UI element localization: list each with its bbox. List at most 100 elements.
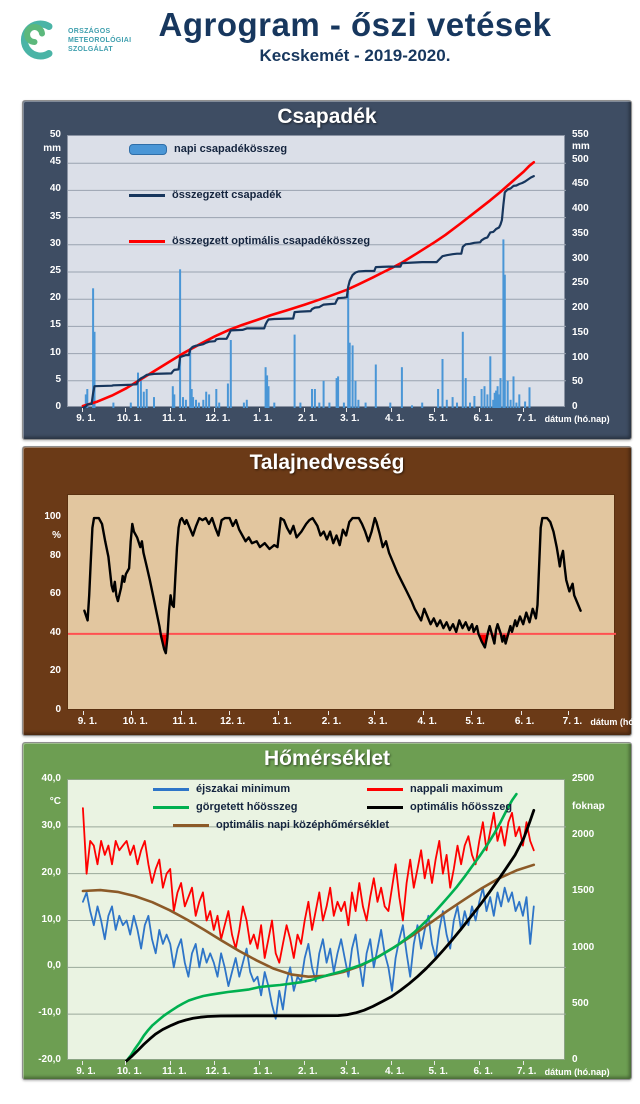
plot-area-csapadek (67, 135, 566, 410)
x-axis-tick: 12. 1. (205, 413, 231, 424)
legend-swatch (153, 805, 189, 809)
panel-title-talajnedvesseg: Talajnedvesség (249, 451, 405, 474)
y-axis-tick-right: 250 (572, 277, 589, 289)
series-line (83, 516, 582, 655)
x-tick-mark (258, 408, 260, 412)
legend-swatch (173, 823, 209, 827)
x-tick-mark (568, 711, 570, 715)
y-axis-tick-right: 350 (572, 227, 589, 239)
y-axis-tick-left: 0 (55, 704, 61, 715)
y-axis-tick-right: 500 (572, 997, 589, 1009)
series-line (81, 886, 535, 1020)
x-axis-tick: 9. 1. (76, 1066, 96, 1077)
x-tick-mark (180, 711, 182, 715)
plot-area-talajnedvesseg (67, 494, 616, 710)
legend-item-4: optimális hőösszeg (367, 801, 512, 813)
y-axis-tick-right: 50 (572, 376, 584, 388)
legend-swatch (129, 143, 167, 155)
y-axis-tick-left: 10,0 (41, 913, 61, 925)
x-axis-tick: 4. 1. (417, 716, 437, 727)
y-axis-tick-left: 15 (49, 319, 61, 331)
legend-label: összegzett csapadék (172, 189, 282, 201)
legend-item-3: görgetett hőösszeg (153, 801, 297, 813)
x-axis-tick: 7. 1. (516, 413, 537, 424)
series-line (81, 174, 535, 410)
x-axis-tick: 6. 1. (473, 413, 493, 424)
x-tick-mark (479, 1061, 481, 1065)
legend-label: napi csapadékösszeg (174, 143, 288, 155)
x-tick-mark (258, 1061, 260, 1065)
x-tick-mark (423, 711, 425, 715)
x-tick-mark (213, 408, 215, 412)
omsz-logo: ORSZÁGOS METEOROLÓGIAI SZOLGÁLAT (18, 18, 131, 62)
x-axis-tick: 9. 1. (76, 413, 96, 424)
panel-homerseklet: Hőmérséklet 40,0 30,0 20,0 10,0 0,0 -10,0 -20,… (22, 742, 632, 1080)
y-axis-tick-right: 1000 (572, 941, 595, 953)
x-axis-title: dátum (hó.nap) (544, 1067, 610, 1077)
x-axis-tick: 11. 1. (162, 1066, 187, 1077)
x-axis-title: dátum (hó.nap) (544, 414, 610, 424)
x-axis-tick: 5. 1. (465, 716, 485, 727)
x-tick-mark (81, 408, 83, 412)
y-axis-tick-left: 30,0 (41, 819, 61, 831)
x-axis-tick: 1. 1. (253, 1066, 273, 1077)
series-line (81, 160, 536, 408)
bars-csapadek (84, 239, 531, 408)
x-tick-mark (303, 408, 305, 412)
x-tick-mark (345, 408, 347, 412)
y-axis-tick-right: 0 (572, 1054, 578, 1065)
x-tick-mark (125, 1061, 127, 1065)
y-axis-tick-right: 2000 (572, 829, 595, 841)
y-axis-tick-left: 30 (49, 237, 61, 249)
x-tick-mark (170, 1061, 172, 1065)
x-axis-tick: 3. 1. (368, 716, 388, 727)
y-axis-tick-right: 2500 (572, 773, 595, 784)
x-tick-mark (228, 711, 230, 715)
legend-label: éjszakai minimum (196, 783, 291, 795)
y-axis-tick-left: 40 (49, 626, 61, 638)
legend-swatch (129, 193, 165, 197)
chart-svg-homerseklet (68, 792, 566, 1063)
y-axis-tick-right: 550 (572, 129, 589, 140)
y-axis-tick-left: 50 (49, 129, 61, 140)
x-axis-tick: 2. 1. (298, 1066, 318, 1077)
y-axis-tick-left: 20,0 (41, 866, 61, 878)
y-axis-tick-right: 1500 (572, 885, 595, 897)
x-axis-tick: 12. 1. (205, 1066, 231, 1077)
y-axis-tick-left: 40 (49, 183, 61, 195)
logo-line-1: ORSZÁGOS (68, 27, 111, 35)
x-axis-tick: 4. 1. (385, 413, 405, 424)
logo-line-2: METEOROLÓGIAI (68, 36, 132, 44)
legend-item-5: optimális napi középhőmérséklet (173, 819, 389, 831)
x-axis-tick: 3. 1. (340, 1066, 360, 1077)
x-tick-mark (373, 711, 375, 715)
y-axis-tick-left: 5 (55, 373, 61, 385)
x-axis-tick: 4. 1. (385, 1066, 405, 1077)
y-axis-tick-left: 10 (49, 346, 61, 358)
y-axis-unit-left: °C (49, 796, 61, 808)
y-axis-tick-right: 0 (572, 401, 578, 412)
x-tick-mark (327, 711, 329, 715)
legend-item-2: nappali maximum (367, 783, 503, 795)
legend-swatch (367, 805, 403, 809)
y-axis-tick-left: 80 (49, 549, 61, 561)
x-axis-tick: 2. 1. (321, 716, 342, 727)
x-tick-mark (479, 408, 481, 412)
x-axis-tick: 10. 1. (116, 413, 142, 424)
x-tick-mark (390, 408, 392, 412)
y-axis-tick-right: 450 (572, 178, 589, 190)
legend-label: optimális napi középhőmérséklet (216, 819, 389, 831)
legend-item-1: éjszakai minimum (153, 783, 290, 795)
x-axis-tick: 7. 1. (562, 716, 583, 727)
omsz-logo-text: ORSZÁGOS METEOROLÓGIAI SZOLGÁLAT (68, 27, 131, 54)
series-line (125, 808, 536, 1063)
x-tick-mark (83, 711, 85, 715)
x-axis-tick: 9. 1. (77, 716, 98, 727)
x-axis-tick: 6. 1. (473, 1066, 493, 1077)
page-subtitle: Kecskemét - 2019-2020. (259, 46, 451, 65)
x-tick-mark (471, 711, 473, 715)
x-axis-tick: 5. 1. (428, 1066, 448, 1077)
y-axis-tick-right: 100 (572, 351, 589, 363)
y-axis-tick-left: 45 (49, 156, 61, 168)
x-axis-tick: 3. 1. (340, 413, 360, 424)
